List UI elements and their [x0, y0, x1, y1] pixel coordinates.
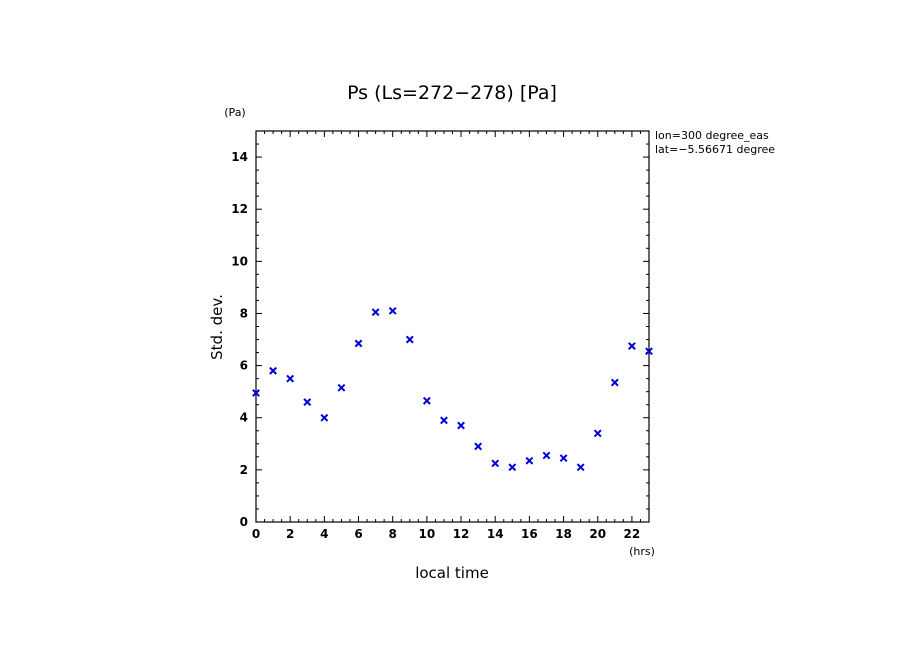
x-tick-label: 20 — [589, 527, 606, 541]
x-axis-label: local time — [415, 564, 489, 582]
data-point — [542, 451, 551, 460]
data-point — [559, 454, 568, 463]
y-tick-label: 12 — [231, 202, 248, 216]
y-tick-label: 4 — [240, 411, 248, 425]
data-point — [628, 342, 636, 350]
x-tick-label: 12 — [453, 527, 470, 541]
plot-frame — [255, 130, 650, 523]
data-point — [645, 347, 653, 356]
tick-labels: 0 2 4 6 8 10 12 14 16 18 20 22 0 2 4 6 8 10 12 14 — [231, 150, 640, 541]
x-tick-label: 22 — [624, 527, 641, 541]
data-point — [440, 416, 448, 425]
data-point — [576, 463, 585, 472]
x-tick-label: 16 — [521, 527, 538, 541]
x-tick-label: 8 — [389, 527, 397, 541]
data-point — [593, 429, 602, 438]
x-unit-label: (hrs) — [629, 545, 655, 558]
data-point — [252, 389, 260, 397]
y-tick-label: 0 — [240, 515, 248, 529]
y-unit-label: (Pa) — [224, 106, 245, 119]
data-point — [371, 308, 380, 317]
x-tick-label: 10 — [419, 527, 436, 541]
data-point — [303, 398, 312, 407]
data-point — [610, 378, 619, 387]
x-tick-label: 0 — [252, 527, 260, 541]
data-markers — [252, 306, 653, 472]
data-point — [337, 383, 346, 392]
data-point — [525, 456, 534, 465]
y-tick-label: 10 — [231, 254, 248, 268]
x-tick-label: 6 — [354, 527, 362, 541]
chart-title: Ps (Ls=272−278) [Pa] — [347, 82, 557, 104]
data-point — [422, 396, 431, 405]
y-tick-label: 2 — [240, 463, 248, 477]
data-point — [491, 459, 500, 468]
annotation-lon: lon=300 degree_eas — [655, 129, 769, 142]
data-point — [320, 413, 329, 422]
data-point — [405, 335, 414, 344]
data-point — [508, 463, 517, 472]
data-point — [286, 374, 295, 383]
x-tick-label: 14 — [487, 527, 504, 541]
y-tick-label: 6 — [240, 359, 248, 373]
y-tick-label: 14 — [231, 150, 248, 164]
data-point — [388, 306, 397, 315]
data-point — [354, 339, 363, 348]
x-tick-label: 4 — [320, 527, 328, 541]
x-tick-label: 18 — [555, 527, 572, 541]
axis-ticks — [255, 130, 650, 523]
annotation-lat: lat=−5.56671 degree — [655, 143, 775, 156]
data-point — [457, 421, 465, 430]
data-point — [474, 442, 483, 451]
data-point — [269, 366, 277, 375]
y-axis-label: Std. dev. — [208, 294, 226, 360]
y-tick-label: 8 — [240, 306, 248, 320]
x-tick-label: 2 — [286, 527, 294, 541]
